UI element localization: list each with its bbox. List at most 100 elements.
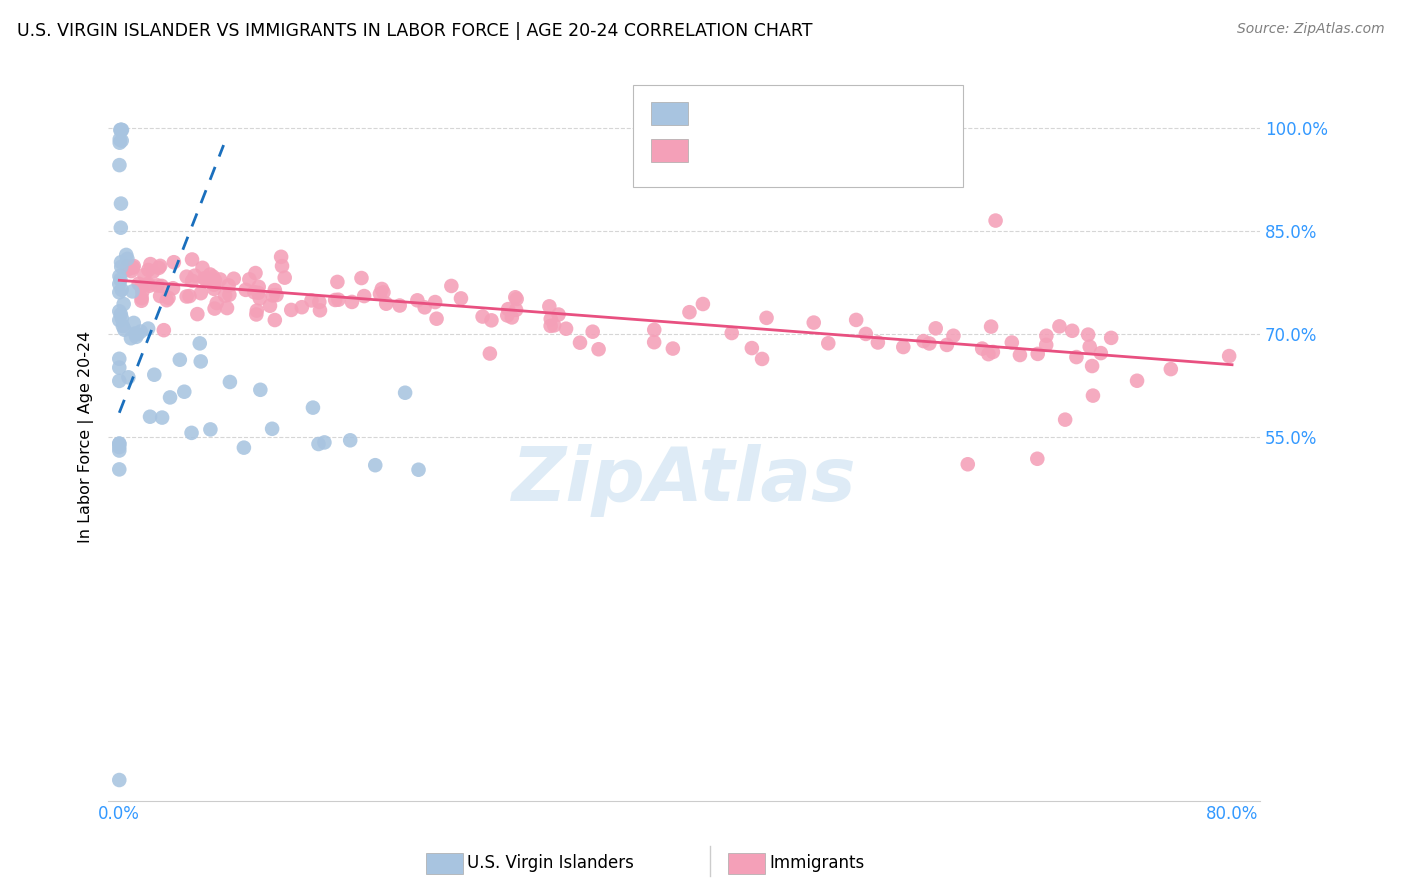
- Point: [538, 299, 561, 313]
- Point: [110, 255, 132, 269]
- Point: [131, 285, 153, 299]
- Point: [153, 323, 176, 337]
- Point: [159, 391, 181, 405]
- Point: [108, 436, 131, 450]
- Point: [111, 123, 134, 137]
- Point: [350, 271, 373, 285]
- Point: [249, 291, 271, 305]
- Point: [309, 303, 332, 318]
- Point: [543, 318, 565, 333]
- Point: [1160, 362, 1182, 376]
- Point: [131, 291, 153, 305]
- Point: [108, 351, 131, 366]
- Point: [218, 278, 240, 293]
- Point: [662, 342, 685, 356]
- Point: [238, 272, 260, 286]
- Text: U.S. VIRGIN ISLANDER VS IMMIGRANTS IN LABOR FORCE | AGE 20-24 CORRELATION CHART: U.S. VIRGIN ISLANDER VS IMMIGRANTS IN LA…: [17, 22, 813, 40]
- Point: [180, 425, 202, 440]
- Point: [1090, 346, 1112, 360]
- Point: [205, 296, 228, 310]
- Point: [912, 334, 935, 348]
- Point: [110, 307, 132, 321]
- Point: [353, 289, 375, 303]
- Point: [569, 335, 592, 350]
- Point: [980, 319, 1002, 334]
- Point: [131, 293, 153, 308]
- Point: [129, 325, 152, 339]
- Point: [375, 296, 398, 310]
- Point: [1218, 349, 1240, 363]
- Point: [193, 271, 215, 285]
- Point: [163, 255, 186, 269]
- Point: [117, 252, 139, 266]
- Point: [540, 312, 562, 326]
- Point: [273, 270, 295, 285]
- Point: [501, 310, 523, 325]
- Point: [394, 385, 416, 400]
- Point: [984, 213, 1007, 227]
- Point: [138, 263, 160, 277]
- Point: [108, 374, 131, 388]
- Point: [408, 463, 430, 477]
- Point: [110, 123, 132, 137]
- Point: [855, 326, 877, 341]
- Point: [176, 269, 198, 284]
- Point: [204, 301, 226, 316]
- Point: [245, 308, 267, 322]
- Point: [232, 441, 254, 455]
- Point: [202, 277, 225, 292]
- Point: [150, 410, 173, 425]
- Point: [194, 272, 217, 286]
- Point: [108, 304, 131, 318]
- Point: [125, 330, 148, 344]
- Point: [122, 260, 145, 275]
- Point: [134, 268, 156, 282]
- Text: ZipAtlas: ZipAtlas: [512, 444, 856, 517]
- Point: [918, 336, 941, 351]
- Point: [302, 401, 325, 415]
- Point: [179, 289, 201, 303]
- Point: [406, 293, 429, 308]
- Text: Immigrants: Immigrants: [769, 855, 865, 872]
- Point: [246, 303, 269, 318]
- Point: [219, 375, 242, 389]
- Point: [127, 327, 149, 342]
- Point: [214, 288, 236, 302]
- Point: [136, 277, 159, 291]
- Point: [108, 277, 131, 291]
- Point: [235, 283, 257, 297]
- Point: [108, 313, 131, 327]
- Point: [308, 437, 330, 451]
- Point: [751, 351, 773, 366]
- Point: [1099, 331, 1122, 345]
- Point: [426, 311, 449, 326]
- Point: [122, 259, 145, 273]
- Point: [110, 123, 132, 137]
- Point: [222, 271, 245, 285]
- Text: R =: R =: [693, 103, 724, 121]
- Point: [323, 293, 346, 307]
- Point: [1008, 348, 1031, 362]
- Point: [262, 288, 284, 302]
- Point: [169, 352, 191, 367]
- Point: [505, 302, 527, 317]
- Point: [108, 360, 131, 375]
- Point: [741, 341, 763, 355]
- Point: [291, 300, 314, 314]
- Point: [496, 302, 519, 317]
- Point: [440, 279, 463, 293]
- Point: [181, 274, 204, 288]
- Point: [845, 313, 868, 327]
- Point: [249, 383, 271, 397]
- Point: [547, 308, 569, 322]
- Point: [935, 338, 957, 352]
- Point: [120, 264, 142, 278]
- Point: [243, 285, 266, 300]
- Point: [112, 323, 135, 337]
- Point: [720, 326, 742, 340]
- Text: Source: ZipAtlas.com: Source: ZipAtlas.com: [1237, 22, 1385, 37]
- Point: [942, 328, 965, 343]
- Text: 0.304: 0.304: [755, 103, 811, 121]
- Point: [263, 283, 285, 297]
- Point: [110, 272, 132, 286]
